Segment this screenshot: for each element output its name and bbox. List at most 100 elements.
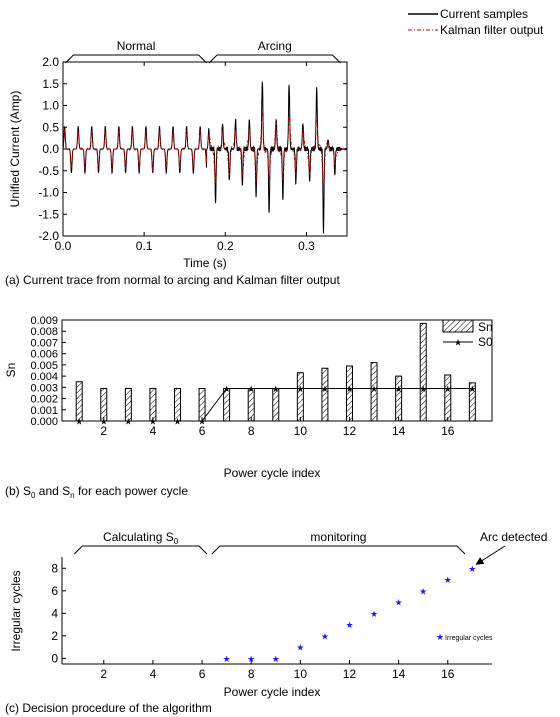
panel-a-ticks: 2.01.51.00.50.0-0.5-1.0-1.5-2.00.0 0.1 0.2… [38, 55, 347, 253]
panel-a-xtick-label-3: 0.3 [298, 239, 315, 253]
legend-current-samples: Current samples [440, 7, 528, 21]
panel-b-xtick-label-1: 4 [150, 424, 157, 438]
panel-b-xtick-label-0: 2 [100, 424, 107, 438]
panel-c-phase-brackets: Calculating S0 monitoring Arc detected [73, 530, 547, 565]
panel-a-xtick-label-1: 0.1 [136, 239, 153, 253]
point-irregular-15: ★ [419, 586, 427, 596]
panel-a-ytick-label-6: -1.0 [38, 186, 59, 200]
panel-c-ytick-label-0: 8 [51, 561, 58, 575]
panel-c-xtick-label-1: 4 [150, 667, 157, 681]
panel-b-ytick-label-8: 0.001 [30, 405, 58, 417]
panel-b-ytick-label-3: 0.006 [30, 349, 58, 361]
bar-sn-1 [75, 381, 83, 422]
panel-b-xtick-label-4: 10 [294, 424, 308, 438]
point-irregular-16: ★ [444, 575, 452, 585]
legend-s0-star-icon: ★ [454, 338, 462, 348]
panel-a-plot-area [62, 80, 348, 234]
caption-b-part3: for each power cycle [75, 484, 189, 498]
panel-a-ytick-label-7: -1.5 [38, 207, 59, 221]
panel-c-plot-area: ★ ★ ★ ★ ★ ★ ★ ★ ★ ★ ★ ★ [223, 564, 477, 664]
panel-c-xtick-label-7: 16 [441, 667, 455, 681]
calc-label-sub: 0 [174, 537, 179, 546]
panel-c-ytick-label-4: 0 [51, 651, 58, 665]
panel-b-ytick-label-0: 0.009 [30, 315, 58, 327]
panel-c-xtick-label-3: 8 [248, 667, 255, 681]
bracket-label-normal: Normal [117, 39, 156, 53]
panel-a-ytick-label-5: -0.5 [38, 164, 59, 178]
legend-s0: S0 [478, 335, 493, 349]
bracket-arcing [208, 54, 341, 64]
panel-c-ticks: 8 6 4 2 0 2 4 6 8 10 12 14 16 [51, 557, 492, 681]
panel-a-ytick-label-3: 0.5 [42, 120, 59, 134]
panel-b-ytick-label-4: 0.005 [30, 360, 58, 372]
point-irregular-13: ★ [370, 609, 378, 619]
panel-a-phase-brackets: Normal Arcing [65, 39, 341, 64]
panel-b-legend: Sn ★ S0 [442, 319, 493, 349]
panel-a-ytick-label-1: 1.5 [42, 77, 59, 91]
arc-detected-label: Arc detected [480, 530, 547, 544]
caption-b-part2: and S [35, 484, 70, 498]
panel-b-ytick-label-1: 0.008 [30, 326, 58, 338]
point-irregular-8: ★ [247, 654, 255, 664]
panel-c-legend-label: Irregular cycles [445, 635, 493, 642]
panel-c-ytick-label-3: 2 [51, 629, 58, 643]
bracket-label-monitoring: monitoring [310, 530, 366, 544]
point-irregular-10: ★ [296, 643, 304, 653]
arc-detected-arrow [475, 545, 506, 565]
point-irregular-9: ★ [272, 654, 280, 664]
panel-b-ytick-label-2: 0.007 [30, 337, 58, 349]
panel-b-xtick-label-3: 8 [248, 424, 255, 438]
panel-b-ytick-label-9: 0.000 [30, 416, 58, 428]
panel-c-xtick-label-0: 2 [100, 667, 107, 681]
point-irregular-14: ★ [395, 598, 403, 608]
bracket-label-calculating-s0: Calculating S0 [103, 530, 179, 546]
panel-a-x-axis-label: Time (s) [183, 256, 227, 270]
panel-c-x-axis-label: Power cycle index [224, 685, 321, 699]
legend-irregular-star-icon: ★ [436, 632, 444, 642]
panel-a-ytick-label-8: -2.0 [38, 229, 59, 243]
series-current-samples [62, 80, 348, 234]
point-irregular-7: ★ [223, 654, 231, 664]
panel-b-ticks: 0.0090.0080.0070.0060.0050.0040.0030.002… [30, 315, 454, 438]
panel-b-xtick-label-6: 14 [392, 424, 406, 438]
point-irregular-11: ★ [321, 631, 329, 641]
panel-a-legend: Current samples Kalman filter output [408, 7, 544, 37]
panel-a-y-axis-label: Unified Current (Amp) [8, 91, 22, 208]
bar-sn-16 [444, 374, 452, 422]
bar-sn-10 [296, 372, 304, 422]
panel-b-x-axis-label: Power cycle index [224, 466, 321, 480]
caption-b-subn: n [70, 491, 74, 500]
panel-c-xtick-label-2: 6 [199, 667, 206, 681]
panel-b-ytick-label-5: 0.004 [30, 371, 58, 383]
panel-b-ytick-label-7: 0.002 [30, 394, 58, 406]
caption-b-sub0: 0 [31, 491, 36, 500]
panel-c-xtick-label-6: 14 [392, 667, 406, 681]
panel-a-ytick-label-4: 0.0 [42, 142, 59, 156]
point-irregular-12: ★ [345, 620, 353, 630]
panel-c-xtick-label-5: 12 [343, 667, 357, 681]
legend-kalman-filter-output: Kalman filter output [440, 23, 544, 37]
panel-b-xtick-label-5: 12 [343, 424, 357, 438]
bracket-label-arcing: Arcing [258, 39, 292, 53]
panel-b-frame [61, 319, 493, 422]
bracket-monitoring [211, 545, 466, 555]
panel-a-current-trace: Current samples Kalman filter output Nor… [5, 7, 544, 287]
panel-a-ytick-label-2: 1.0 [42, 99, 59, 113]
legend-sn: Sn [478, 320, 493, 334]
bar-sn-11 [321, 367, 329, 422]
panel-b-plot-area: ★ ★ ★ ★ ★ ★★ ★ ★ ★ ★ ★ ★ ★ ★ ★ ★ [75, 322, 476, 427]
caption-b-part1: (b) S [5, 484, 31, 498]
panel-c-caption: (c) Decision procedure of the algorithm [5, 701, 212, 715]
panel-a-ytick-label-0: 2.0 [42, 55, 59, 69]
panel-c-ytick-label-1: 6 [51, 584, 58, 598]
bracket-calculating-s0 [73, 545, 208, 555]
panel-c-xtick-label-4: 10 [294, 667, 308, 681]
panel-b-xtick-label-2: 6 [199, 424, 206, 438]
panel-c-y-axis-label: Irregular cycles [9, 570, 23, 651]
panel-b-caption: (b) S0 and Sn for each power cycle [5, 484, 188, 500]
bracket-normal [65, 54, 207, 64]
panel-b-y-axis-label: Sn [4, 363, 18, 378]
bar-sn-14 [395, 375, 403, 422]
point-irregular-17: ★ [468, 564, 476, 574]
